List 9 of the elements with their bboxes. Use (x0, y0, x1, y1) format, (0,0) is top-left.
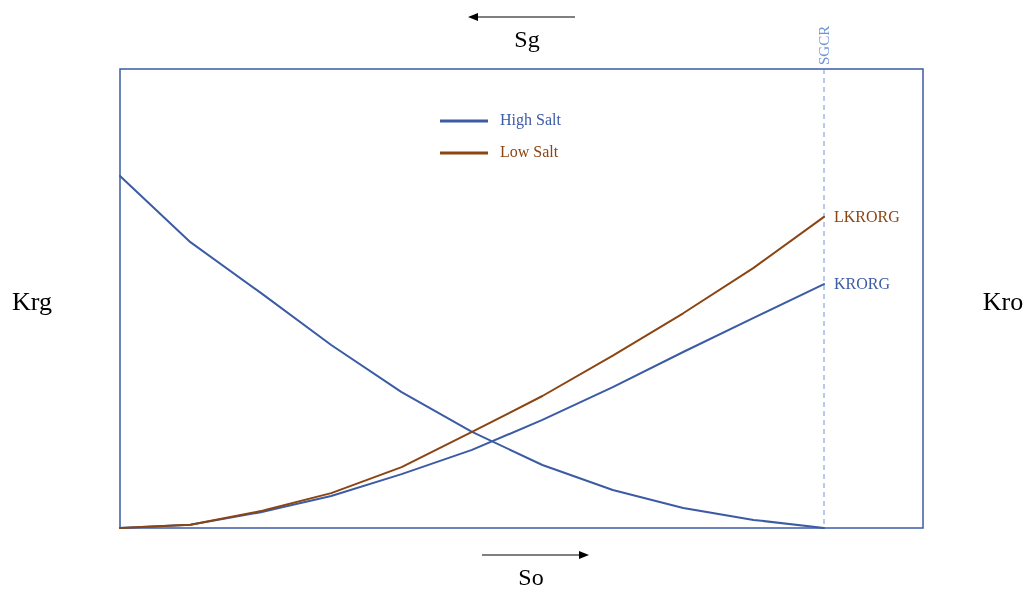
annotation: KRORG (834, 275, 891, 293)
annotation: LKRORG (834, 207, 901, 225)
x-axis-title: So (518, 564, 544, 590)
y-axis-title: Krg (12, 287, 52, 316)
legend-label: Low Salt (500, 143, 559, 160)
y2-axis-title: Kro (982, 287, 1024, 316)
x2-axis-title: Sg (514, 26, 540, 52)
text: SGCR (816, 25, 832, 65)
legend-label: High Salt (500, 111, 562, 129)
